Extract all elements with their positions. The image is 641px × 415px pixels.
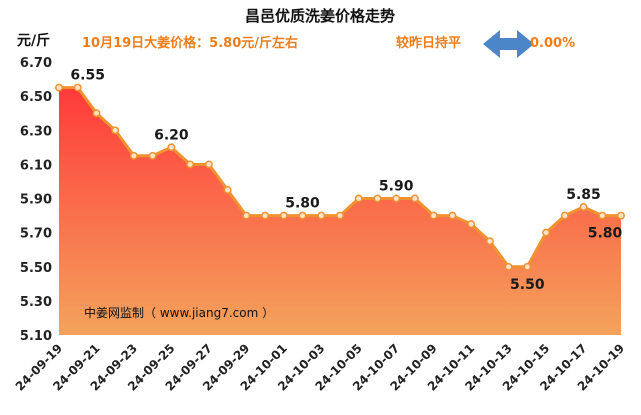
data-point-24-09-30	[261, 211, 270, 220]
data-label: 5.90	[379, 179, 414, 195]
data-point-24-10-07	[392, 194, 401, 203]
data-point-24-10-01	[279, 211, 288, 220]
data-point-24-09-25	[167, 143, 176, 152]
data-point-24-10-13	[504, 262, 513, 271]
data-point-24-10-06	[373, 194, 382, 203]
data-point-24-10-14	[523, 262, 532, 271]
data-point-24-10-11	[467, 220, 476, 229]
y-axis: 5.10 5.30 5.50 5.70 5.90 6.10 6.30 6.50 6.70	[20, 56, 52, 344]
y-tick-label: 6.70	[20, 56, 52, 71]
data-points	[55, 83, 625, 271]
data-point-24-10-18	[598, 211, 607, 220]
data-point-24-10-19	[617, 211, 625, 220]
y-tick-label: 6.30	[20, 124, 52, 139]
data-point-24-10-15	[542, 228, 551, 237]
data-point-24-10-10	[448, 211, 457, 220]
price-summary: 10月19日大姜价格：5.80元/斤左右	[82, 35, 298, 51]
y-tick-label: 5.70	[20, 227, 52, 242]
y-tick-label: 5.50	[20, 261, 52, 276]
data-point-24-10-17	[579, 203, 588, 211]
data-label: 5.80	[285, 196, 320, 212]
data-label: 6.20	[154, 127, 189, 143]
data-point-24-09-26	[186, 160, 195, 169]
chart-title: 昌邑优质洗姜价格走势	[245, 7, 395, 25]
data-point-24-10-12	[485, 237, 494, 246]
data-point-24-09-22	[111, 126, 120, 135]
data-label: 6.55	[70, 68, 105, 84]
watermark: 中姜网监制（ www.jiang7.com ）	[84, 305, 274, 320]
data-point-24-09-20	[73, 83, 82, 92]
change-percent: 0.00%	[530, 36, 575, 51]
data-labels: 6.55 6.20 5.80 5.90 5.50 5.85 5.80	[70, 68, 622, 293]
y-tick-label: 5.90	[20, 193, 52, 208]
data-point-24-09-29	[242, 211, 251, 220]
data-point-24-10-09	[429, 211, 438, 220]
data-point-24-09-23	[129, 151, 138, 160]
data-point-24-09-19	[55, 83, 63, 92]
data-point-24-10-16	[560, 211, 569, 220]
data-point-24-10-08	[410, 194, 419, 203]
data-label: 5.85	[566, 187, 601, 203]
data-point-24-10-05	[354, 194, 363, 203]
data-point-24-10-04	[336, 211, 344, 220]
y-tick-label: 5.30	[20, 295, 52, 310]
change-label: 较昨日持平	[396, 35, 461, 51]
y-tick-label: 6.50	[20, 90, 52, 105]
data-label: 5.80	[588, 226, 623, 242]
y-tick-label: 5.10	[20, 329, 52, 344]
data-point-24-09-28	[223, 186, 232, 194]
data-point-24-09-27	[204, 160, 213, 169]
data-point-24-10-03	[317, 211, 326, 220]
data-point-24-09-24	[148, 151, 157, 160]
area-fill	[59, 87, 621, 335]
y-tick-label: 6.10	[20, 158, 52, 173]
data-point-24-10-02	[298, 211, 307, 220]
flat-arrow-icon	[483, 30, 534, 58]
data-point-24-09-21	[92, 109, 101, 118]
x-axis: 24-09-1924-09-2124-09-2324-09-2524-09-27…	[13, 341, 627, 393]
y-unit-label: 元/斤	[17, 32, 50, 49]
data-label: 5.50	[510, 277, 545, 293]
